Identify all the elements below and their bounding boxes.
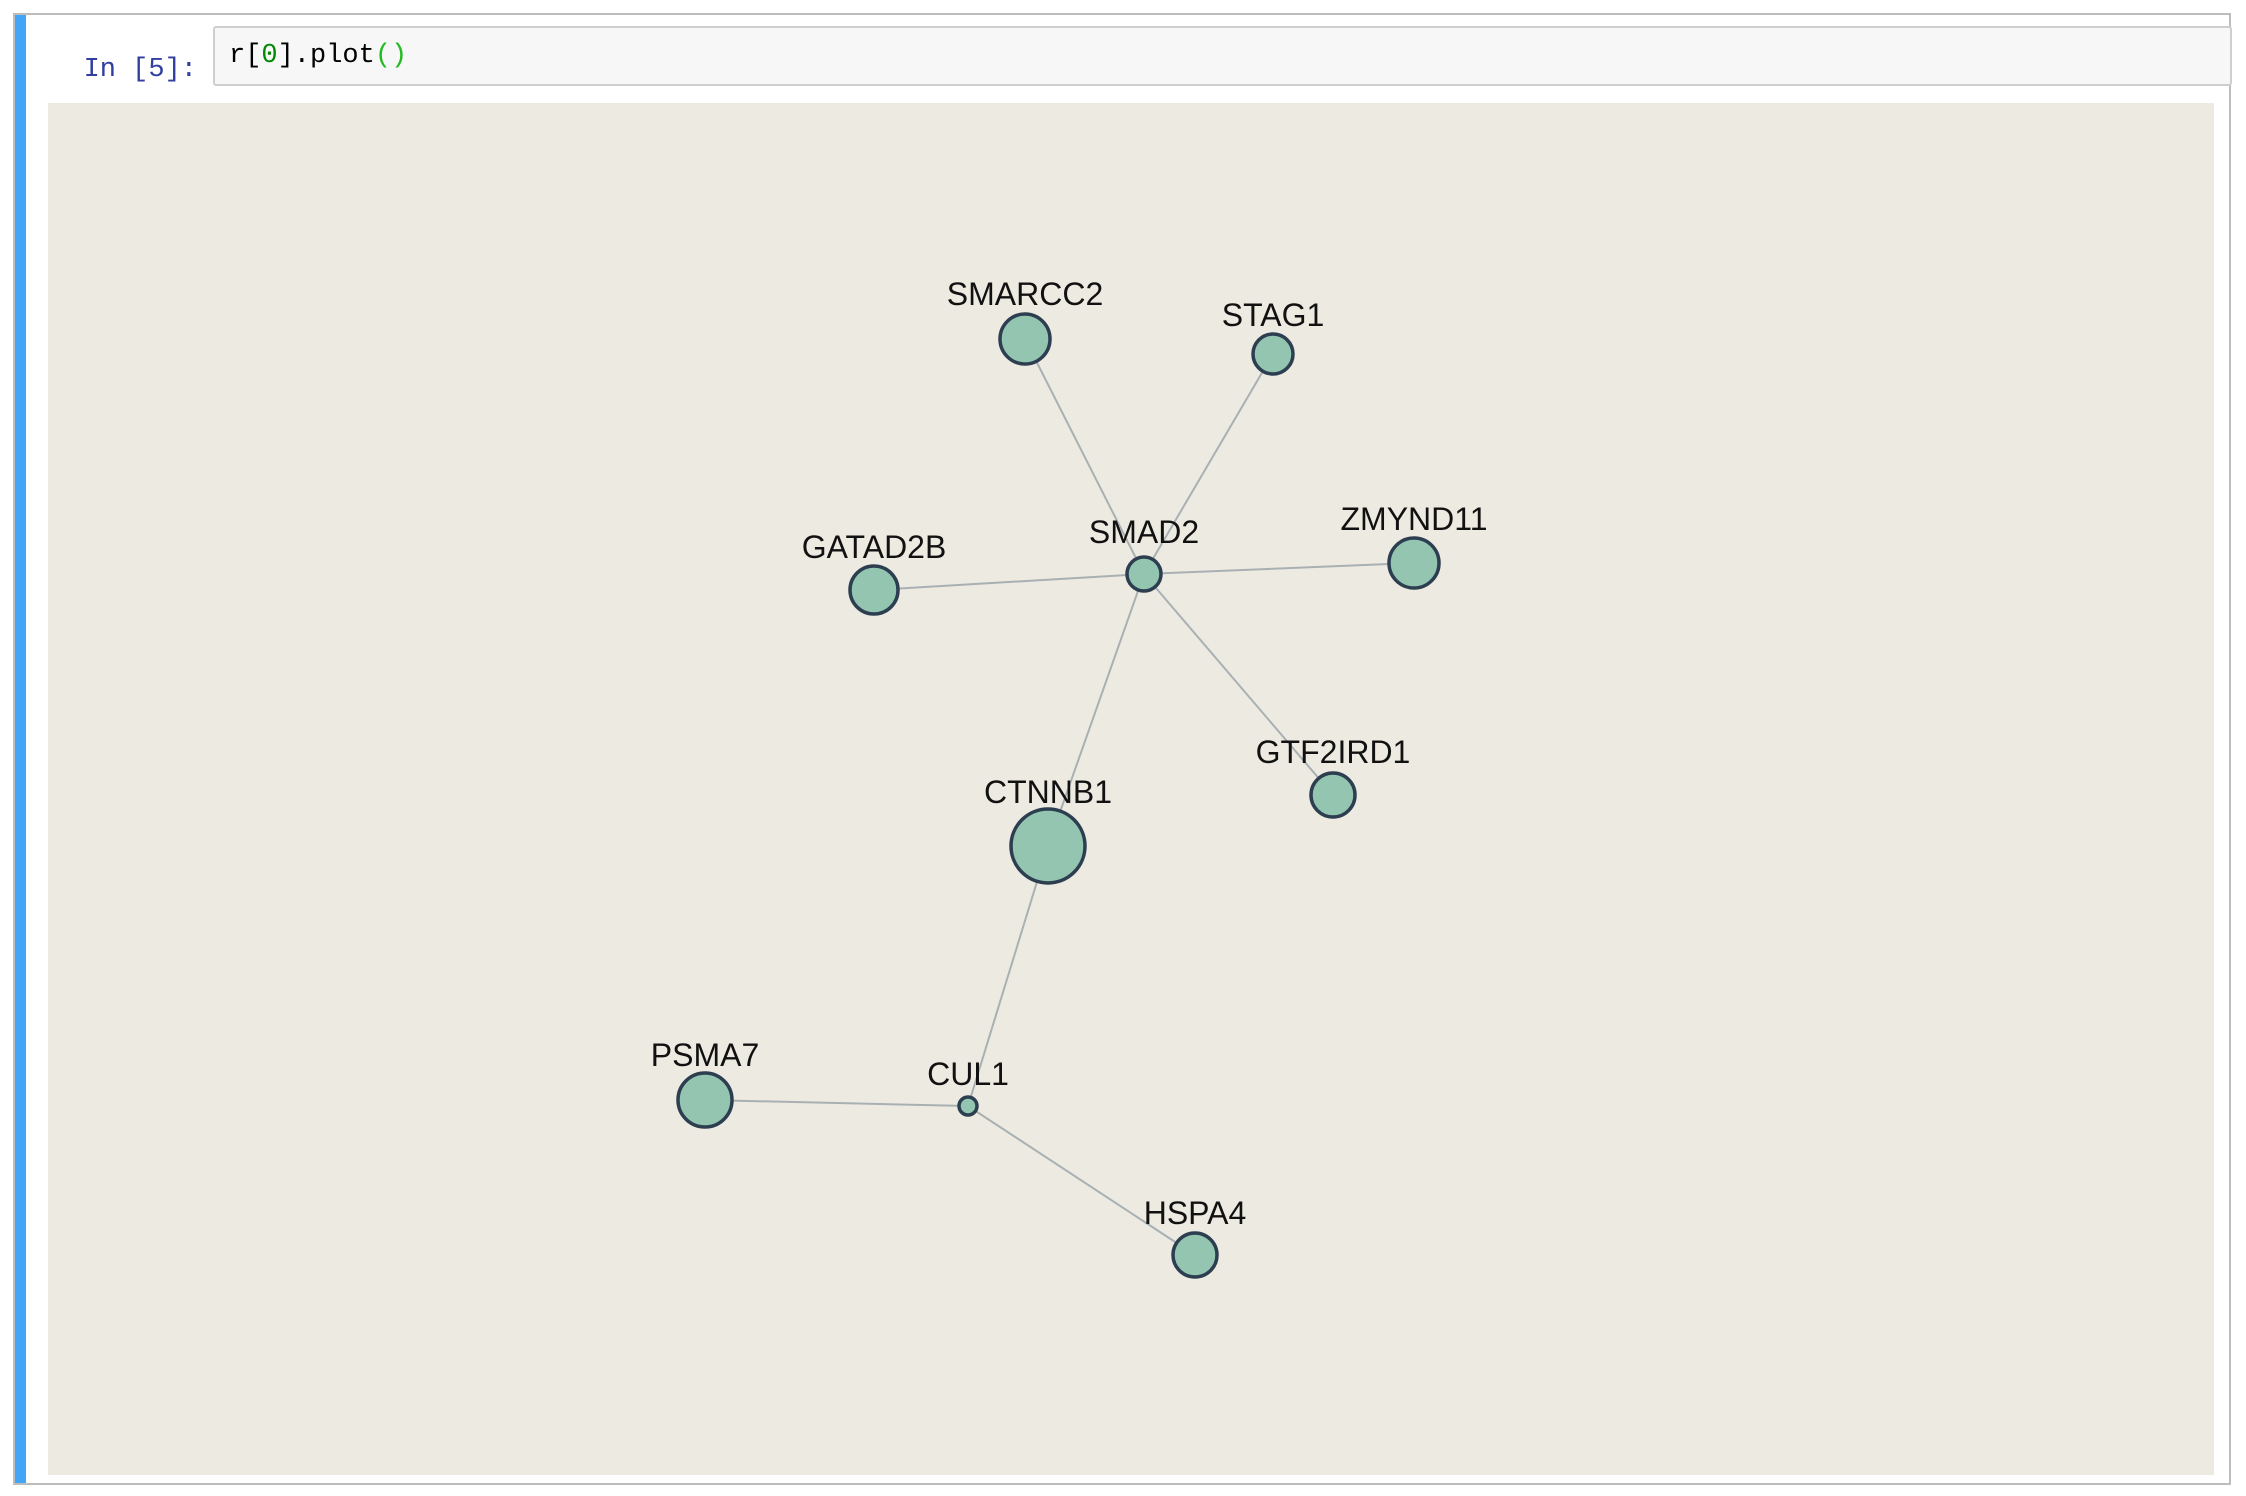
node-zmynd11[interactable] — [1387, 536, 1441, 590]
node-label-stag1: STAG1 — [1222, 297, 1325, 333]
edges-layer — [704, 338, 1415, 1256]
network-graph[interactable]: SMARCC2 STAG1 GATAD2B SMAD2 ZMYND11 GTF2IRD1 C… — [48, 103, 2214, 1475]
labels-layer: SMARCC2 STAG1 GATAD2B SMAD2 ZMYND11 GTF2IRD1 C… — [651, 276, 1488, 1231]
node-psma7[interactable] — [676, 1071, 734, 1129]
node-hspa4[interactable] — [1171, 1231, 1219, 1279]
code-token-method: ].plot — [277, 41, 375, 71]
cell-selected-indicator — [15, 15, 26, 1483]
node-label-psma7: PSMA7 — [651, 1037, 759, 1073]
code-token-identifier: r[ — [229, 41, 262, 71]
node-gtf2ird1[interactable] — [1309, 771, 1357, 819]
plot-output-area[interactable]: SMARCC2 STAG1 GATAD2B SMAD2 ZMYND11 GTF2IRD1 C… — [48, 103, 2214, 1475]
edge-ctnnb1-cul1 — [967, 845, 1049, 1107]
edge-smad2-zmynd11 — [1143, 562, 1415, 575]
node-label-hspa4: HSPA4 — [1144, 1195, 1247, 1231]
node-label-zmynd11: ZMYND11 — [1341, 501, 1488, 537]
node-smarcc2[interactable] — [998, 312, 1052, 366]
input-prompt: In [5]: — [83, 55, 197, 85]
node-cul1[interactable] — [957, 1095, 979, 1117]
node-label-cul1: CUL1 — [927, 1056, 1009, 1092]
node-stag1[interactable] — [1251, 332, 1295, 376]
nodes-layer — [676, 312, 1441, 1279]
node-ctnnb1[interactable] — [1009, 807, 1087, 885]
edge-cul1-hspa4 — [967, 1105, 1196, 1256]
code-line[interactable]: r[0].plot() — [229, 28, 407, 84]
edge-cul1-psma7 — [704, 1099, 969, 1107]
node-gatad2b[interactable] — [848, 564, 900, 616]
edge-smad2-smarcc2 — [1024, 338, 1145, 575]
edge-smad2-gtf2ird1 — [1143, 573, 1334, 796]
code-input-area[interactable]: r[0].plot() — [213, 26, 2232, 86]
node-label-gtf2ird1: GTF2IRD1 — [1256, 734, 1411, 770]
code-token-parens: () — [374, 41, 408, 71]
node-label-gatad2b: GATAD2B — [802, 529, 947, 565]
node-smad2[interactable] — [1125, 555, 1163, 593]
node-label-smarcc2: SMARCC2 — [947, 276, 1103, 312]
code-token-number: 0 — [261, 41, 278, 71]
notebook-cell[interactable]: In [5]: r[0].plot() SMARCC2 STAG1 GATAD2B S… — [13, 13, 2232, 1485]
edge-smad2-gatad2b — [873, 573, 1145, 591]
node-label-smad2: SMAD2 — [1089, 514, 1199, 550]
edge-smad2-ctnnb1 — [1047, 573, 1145, 847]
edge-smad2-stag1 — [1143, 353, 1274, 575]
node-label-ctnnb1: CTNNB1 — [984, 774, 1112, 810]
